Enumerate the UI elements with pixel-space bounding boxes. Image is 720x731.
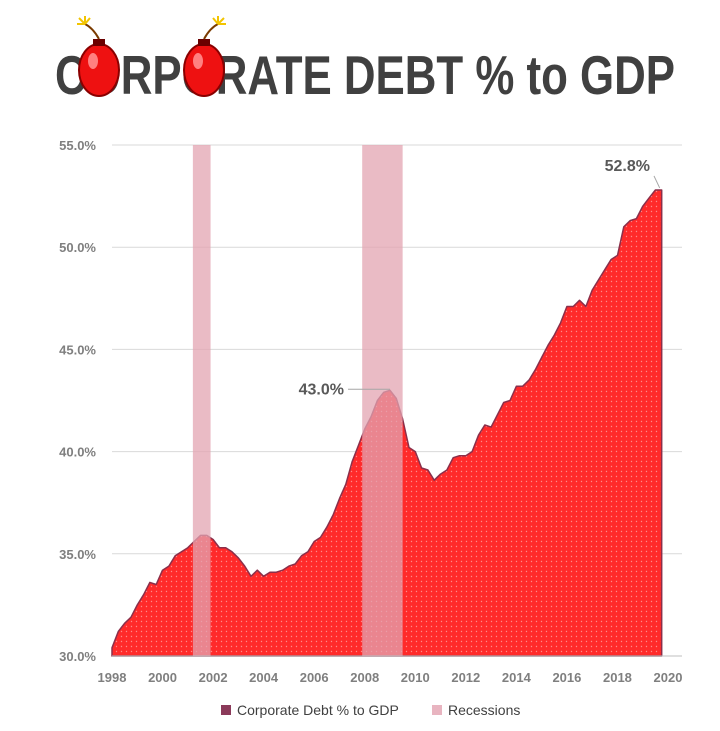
annotation-leader (653, 175, 661, 189)
x-tick-label: 2002 (199, 670, 228, 685)
x-tick-label: 2008 (350, 670, 379, 685)
y-tick-label: 40.0% (59, 445, 96, 460)
y-tick-label: 45.0% (59, 342, 96, 357)
legend-swatch (221, 705, 231, 715)
legend-label: Recessions (448, 702, 520, 718)
x-tick-label: 2014 (502, 670, 532, 685)
y-tick-label: 50.0% (59, 240, 96, 255)
x-tick-label: 1998 (98, 670, 127, 685)
bomb-icon (77, 16, 120, 97)
chart-title-group: CORPORATE DEBT % to GDP (55, 16, 675, 106)
chart-title: CORPORATE DEBT % to GDP (55, 44, 675, 106)
annotation-label: 52.8% (605, 158, 650, 175)
y-tick-label: 55.0% (59, 138, 96, 153)
x-tick-label: 2018 (603, 670, 632, 685)
y-tick-label: 30.0% (59, 649, 96, 664)
x-tick-label: 2016 (552, 670, 581, 685)
annotation-label: 43.0% (299, 381, 344, 398)
legend-label: Corporate Debt % to GDP (237, 702, 399, 718)
annotations: 43.0% 52.8% (299, 158, 661, 398)
recession-band (192, 145, 211, 656)
x-tick-label: 2004 (249, 670, 279, 685)
legend-swatch (432, 705, 442, 715)
x-tick-label: 2010 (401, 670, 430, 685)
axes: 55.0% 50.0% 45.0% 40.0% 35.0% 30.0%1998 2000 20… (59, 138, 682, 685)
x-tick-label: 2012 (451, 670, 480, 685)
recession-band (362, 145, 403, 656)
x-tick-label: 2000 (148, 670, 177, 685)
y-tick-label: 35.0% (59, 547, 96, 562)
recession-bands (192, 145, 403, 656)
legend: Corporate Debt % to GDP Recessions (221, 702, 520, 718)
bomb-icon (183, 16, 226, 97)
x-tick-label: 2006 (300, 670, 329, 685)
x-tick-label: 2020 (654, 670, 683, 685)
